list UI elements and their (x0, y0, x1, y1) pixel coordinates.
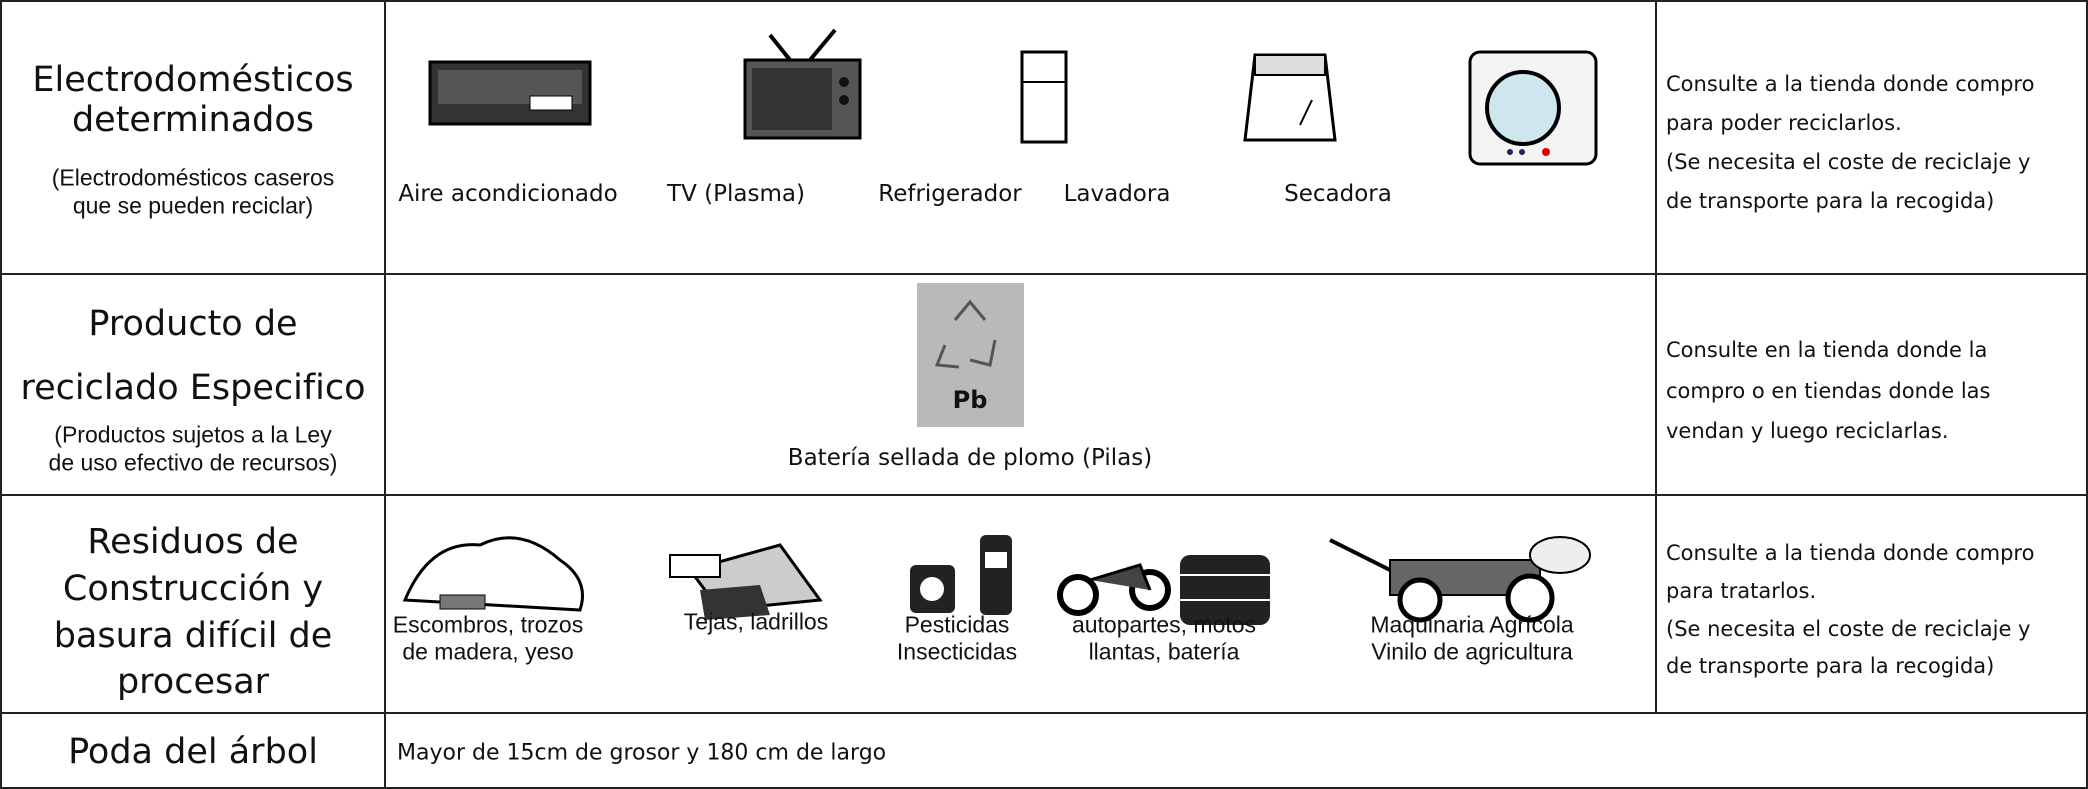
item-label: TV (Plasma) (667, 181, 805, 207)
note: Consulte en la tienda donde la (1666, 338, 1988, 362)
item-label: Maquinaria Agrícola (1370, 611, 1574, 638)
icon-rubble (402, 536, 584, 612)
category-subtitle: que se pueden reciclar) (72, 192, 314, 219)
category-title: procesar (116, 662, 270, 702)
category-title: Producto de (88, 304, 298, 344)
icon-pesticides (910, 535, 1012, 615)
item-label: Tejas, ladrillos (683, 608, 829, 635)
icon-air-conditioner (428, 60, 592, 126)
item-label: llantas, batería (1088, 638, 1240, 665)
border (0, 712, 2088, 714)
icon-tiles (669, 543, 823, 620)
border (0, 787, 2088, 789)
note: de transporte para la recogida) (1666, 189, 1995, 213)
icon-motorcycle (1057, 555, 1270, 625)
item-label: Pesticidas (904, 611, 1010, 638)
item-label: Batería sellada de plomo (Pilas) (787, 445, 1153, 471)
item-label: Mayor de 15cm de grosor y 180 cm de larg… (397, 740, 887, 766)
item-label: Escombros, trozos (392, 611, 584, 638)
item-label: autopartes, motos (1071, 611, 1257, 638)
category-title: Residuos de (87, 522, 299, 562)
category-title: Poda del árbol (68, 732, 318, 772)
category-subtitle: (Productos sujetos a la Ley (54, 421, 332, 448)
note: Consulte a la tienda donde compro (1666, 72, 2035, 96)
border (0, 0, 2088, 2)
item-label: Aire acondicionado (398, 181, 618, 207)
note: (Se necesita el coste de reciclaje y (1666, 617, 2031, 641)
note: para poder reciclarlos. (1666, 111, 1902, 135)
category-subtitle: (Electrodomésticos caseros (51, 164, 335, 191)
item-label: Refrigerador (878, 181, 1022, 207)
note: para tratarlos. (1666, 579, 1817, 603)
item-label: Lavadora (1063, 181, 1171, 207)
border (0, 0, 2, 789)
item-label: de madera, yeso (402, 638, 574, 665)
icon-refrigerator (1020, 50, 1068, 144)
border (384, 0, 386, 789)
border (0, 273, 2088, 275)
item-label: Insecticidas (896, 638, 1018, 665)
category-title: basura difícil de (53, 616, 333, 656)
icon-tv (743, 28, 862, 140)
note: Consulte a la tienda donde compro (1666, 541, 2035, 565)
border (0, 494, 2088, 496)
category-subtitle: de uso efectivo de recursos) (48, 449, 338, 476)
category-title: Electrodomésticos (32, 60, 354, 100)
icon-machinery (1329, 536, 1591, 623)
note: de transporte para la recogida) (1666, 654, 1995, 678)
note: vendan y luego reciclarlas. (1666, 419, 1949, 443)
icon-dryer (1468, 50, 1598, 166)
note: compro o en tiendas donde las (1666, 379, 1991, 403)
item-label: Secadora (1284, 181, 1392, 207)
border (2086, 0, 2088, 789)
category-title: Construcción y (62, 569, 324, 609)
category-title: determinados (71, 100, 315, 140)
icon-text: Pb (952, 386, 988, 414)
category-title: reciclado Especifico (20, 368, 366, 408)
border (1655, 0, 1657, 712)
item-label: Vinilo de agricultura (1371, 638, 1573, 665)
note: (Se necesita el coste de reciclaje y (1666, 150, 2031, 174)
icon-battery (917, 283, 1024, 427)
icon-washer (1243, 53, 1337, 142)
